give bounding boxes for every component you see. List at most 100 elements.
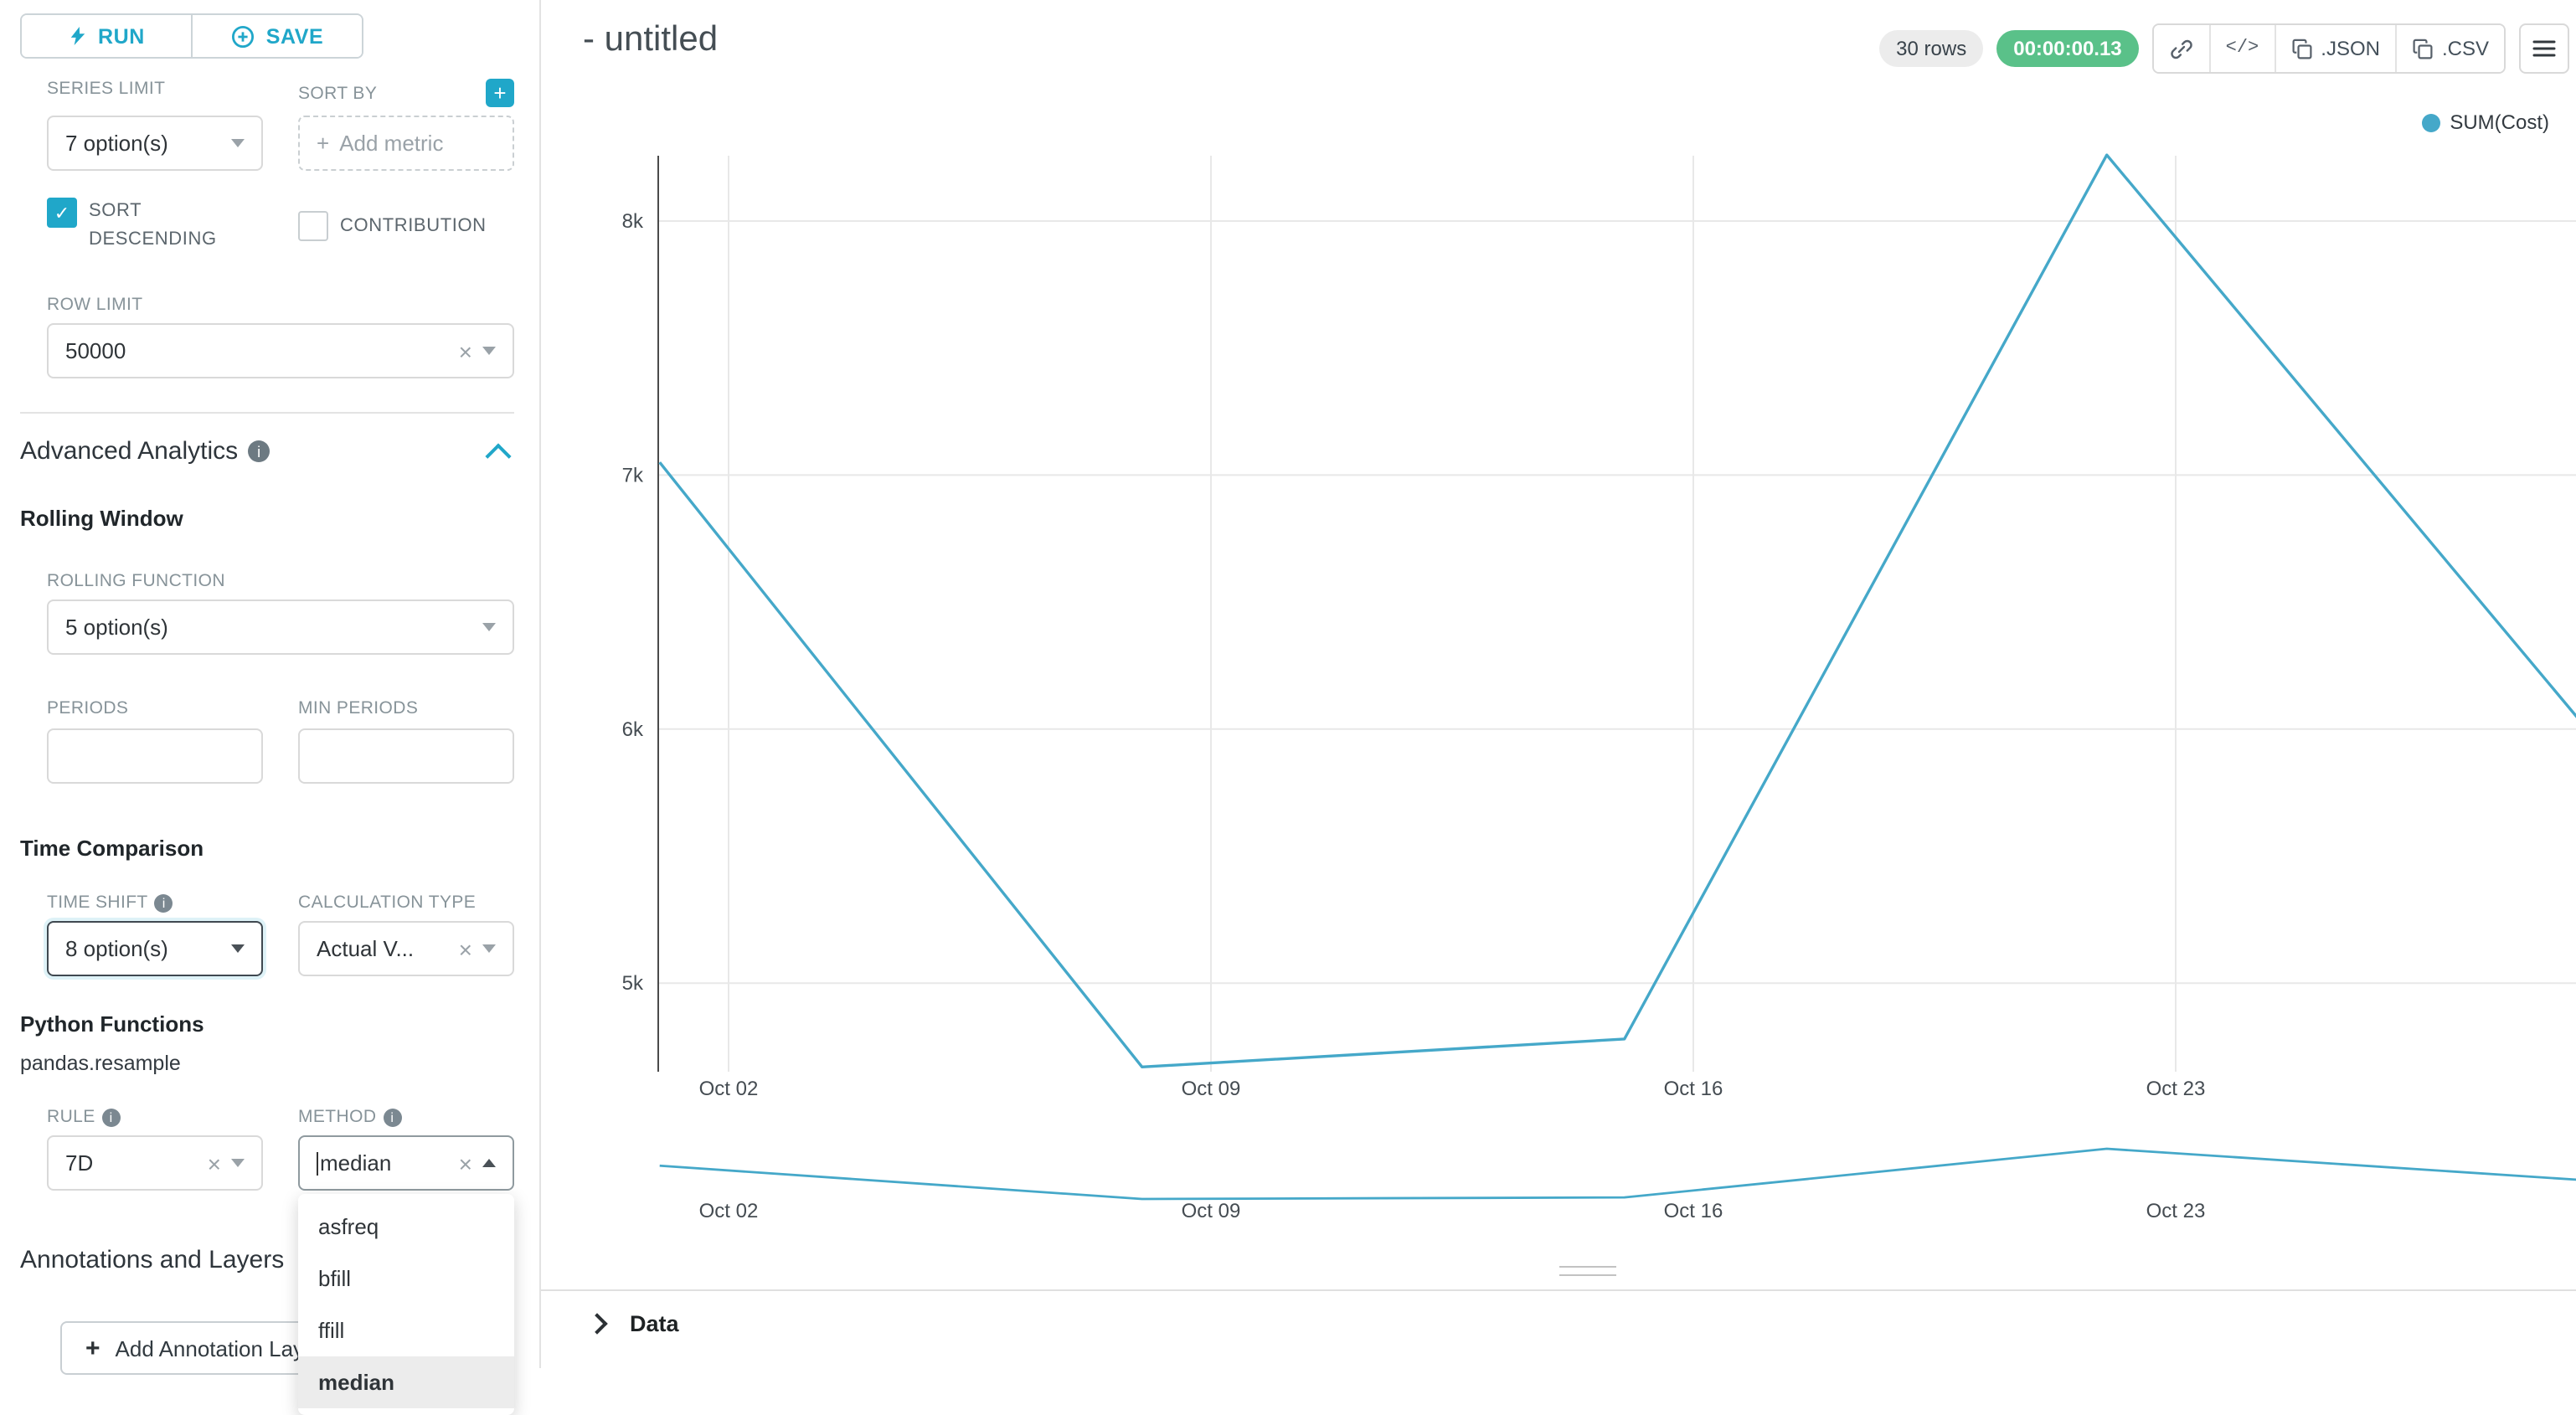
range-x-tick-label: Oct 09 [1182, 1200, 1241, 1222]
plus-circle-icon [231, 24, 254, 48]
header-actions: 30 rows 00:00:00.13 </> [1879, 23, 2569, 74]
annotations-header[interactable]: Annotations and Layers [20, 1246, 514, 1274]
link-icon [2170, 39, 2192, 59]
method-option-ffill[interactable]: ffill [318, 1318, 345, 1344]
rule-select[interactable]: 7D × [47, 1135, 263, 1191]
clear-icon[interactable]: × [458, 337, 472, 365]
export-json-button[interactable]: .JSON [2274, 25, 2395, 72]
calculation-type-select[interactable]: Actual V... × [298, 921, 514, 977]
method-option-bfill[interactable]: bfill [318, 1266, 352, 1292]
time-shift-select[interactable]: 8 option(s) [47, 921, 263, 977]
sort-by-label: SORT BY [298, 83, 378, 103]
save-button[interactable]: SAVE [191, 15, 362, 57]
rule-label: RULE i [47, 1107, 263, 1127]
chart-menu-button[interactable] [2519, 23, 2569, 74]
method-label: METHOD i [298, 1107, 514, 1127]
info-icon: i [248, 440, 270, 463]
advanced-analytics-header[interactable]: Advanced Analytics i [20, 437, 514, 470]
data-panel-divider [541, 1289, 2576, 1291]
method-option-median[interactable]: median [298, 1356, 514, 1409]
y-tick-label: 6k [622, 718, 644, 741]
code-icon: </> [2225, 39, 2259, 59]
method-option-asfreq[interactable]: asfreq [318, 1214, 379, 1240]
sort-descending-checkbox[interactable] [47, 198, 77, 228]
add-metric-plus-button[interactable]: + [486, 79, 514, 107]
time-comparison-title: Time Comparison [20, 836, 204, 862]
y-tick-label: 8k [622, 210, 644, 233]
row-limit-select[interactable]: 50000 × [47, 323, 514, 379]
periods-input[interactable] [47, 728, 263, 785]
sort-by-add-metric[interactable]: + Add metric [298, 116, 514, 171]
min-periods-input[interactable] [298, 728, 514, 785]
chevron-down-icon [482, 347, 496, 356]
chart-legend[interactable]: SUM(Cost) [2421, 111, 2549, 134]
rule-value: 7D [65, 1150, 94, 1176]
text-cursor [317, 1152, 318, 1176]
range-x-tick-label: Oct 02 [699, 1200, 759, 1222]
annotations-title: Annotations and Layers [20, 1246, 285, 1275]
copy-icon [2291, 38, 2311, 59]
chevron-down-icon [231, 1159, 245, 1168]
method-dropdown-menu: asfreq bfill ffill median [298, 1194, 514, 1415]
x-tick-label: Oct 09 [1182, 1078, 1241, 1100]
series-line [658, 153, 2576, 1069]
clear-icon[interactable]: × [458, 1150, 472, 1177]
run-save-group: RUN SAVE [20, 13, 363, 59]
run-button-label: RUN [98, 24, 145, 48]
panel-resize-handle[interactable] [1559, 1266, 1616, 1283]
series-limit-label: SERIES LIMIT [47, 79, 166, 99]
main-chart[interactable]: 5k 6k 7k 8k Oct 02 Oct 09 Oct 16 Oct 23 [553, 100, 2576, 1119]
advanced-analytics-title: Advanced Analytics [20, 437, 239, 466]
csv-button-label: .CSV [2441, 37, 2489, 60]
add-annotation-label: Add Annotation Layer [115, 1335, 324, 1361]
info-icon: i [383, 1108, 402, 1127]
query-timer-badge: 00:00:00.13 [1996, 30, 2139, 67]
row-limit-label: ROW LIMIT [47, 295, 143, 316]
legend-label: SUM(Cost) [2450, 111, 2549, 134]
embed-code-button[interactable]: </> [2208, 25, 2275, 72]
rolling-function-value: 5 option(s) [65, 615, 168, 641]
python-functions-title: Python Functions [20, 1011, 204, 1037]
app: RUN SAVE SERIES LIMIT SORT BY + 7 option… [0, 0, 2576, 1368]
series-limit-value: 7 option(s) [65, 131, 168, 156]
plus-icon: + [317, 131, 330, 156]
chevron-up-icon[interactable] [485, 443, 512, 470]
series-limit-select[interactable]: 7 option(s) [47, 116, 263, 171]
clear-icon[interactable]: × [458, 935, 472, 963]
add-metric-placeholder: Add metric [339, 131, 444, 156]
periods-label: PERIODS [47, 698, 129, 719]
export-csv-button[interactable]: .CSV [2394, 25, 2504, 72]
chevron-down-icon [482, 944, 496, 954]
time-shift-label: TIME SHIFT i [47, 893, 263, 913]
save-button-label: SAVE [265, 24, 324, 48]
sort-descending-label: SORT DESCENDING [89, 201, 217, 250]
y-tick-label: 7k [622, 464, 644, 486]
control-panel-sidebar: RUN SAVE SERIES LIMIT SORT BY + 7 option… [0, 0, 541, 1415]
json-button-label: .JSON [2321, 37, 2380, 60]
run-button[interactable]: RUN [22, 15, 191, 57]
contribution-label: CONTRIBUTION [340, 215, 487, 236]
range-x-tick-label: Oct 23 [2146, 1200, 2206, 1222]
chevron-down-icon [231, 944, 245, 954]
chart-title[interactable]: - untitled [583, 20, 719, 59]
min-periods-label: MIN PERIODS [298, 698, 419, 719]
method-combobox[interactable]: median × [298, 1135, 514, 1191]
info-icon: i [154, 893, 173, 913]
rolling-function-label: ROLLING FUNCTION [47, 571, 225, 592]
x-tick-label: Oct 23 [2146, 1078, 2206, 1100]
calculation-type-label: CALCULATION TYPE [298, 893, 477, 913]
chart-panel: - untitled 30 rows 00:00:00.13 </> [541, 0, 2576, 1368]
gridlines [658, 156, 2576, 1072]
rolling-window-title: Rolling Window [20, 506, 183, 532]
contribution-checkbox[interactable] [298, 211, 328, 242]
copy-link-button[interactable] [2153, 25, 2209, 72]
clear-icon[interactable]: × [207, 1150, 221, 1177]
data-panel-toggle[interactable]: Data [586, 1311, 679, 1336]
plus-icon: + [85, 1334, 100, 1363]
pandas-resample-label: pandas.resample [20, 1052, 181, 1076]
rolling-function-select[interactable]: 5 option(s) [47, 599, 514, 656]
method-value: median [317, 1150, 449, 1176]
x-tick-label: Oct 16 [1664, 1078, 1723, 1100]
export-button-group: </> .JSON .CSV [2151, 23, 2506, 74]
range-selector-chart[interactable]: Oct 02 Oct 09 Oct 16 Oct 23 [553, 1119, 2576, 1244]
